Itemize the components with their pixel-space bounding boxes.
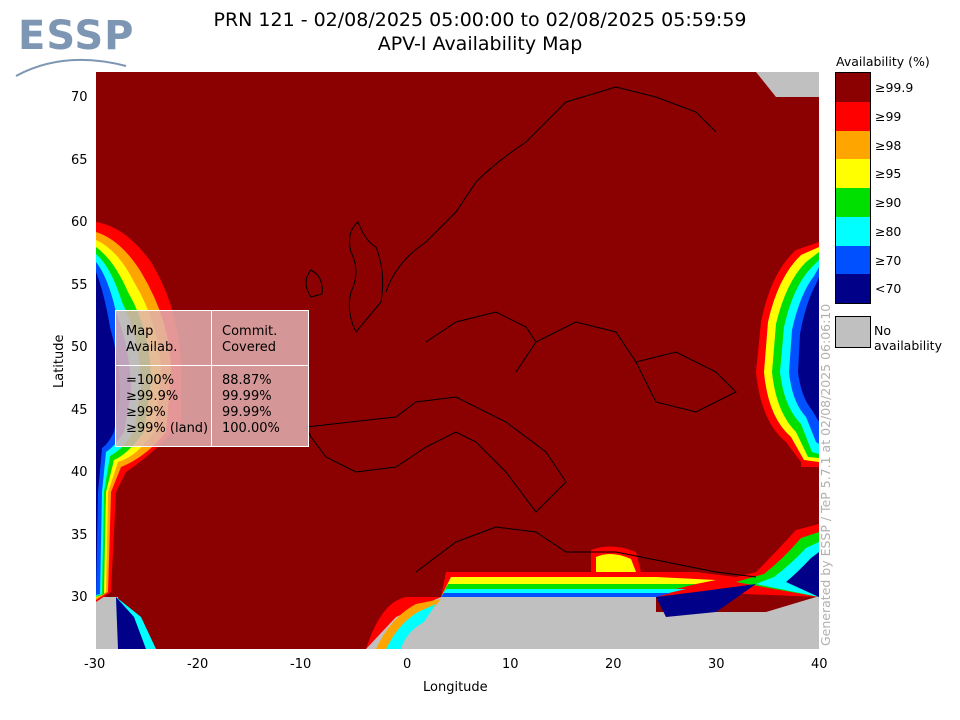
legend-label: ≥80 xyxy=(875,223,902,239)
availability-column: =100% ≥99.9% ≥99% ≥99% (land) xyxy=(126,373,208,437)
x-tick-label: 30 xyxy=(708,657,725,672)
table-cell: ≥99.9% xyxy=(126,389,179,404)
legend-colorbar xyxy=(835,72,871,304)
table-cell: ≥99% xyxy=(126,405,166,420)
no-availability-swatch xyxy=(835,316,871,348)
legend-label: ≥90 xyxy=(875,195,902,210)
x-tick-label: 0 xyxy=(403,657,412,672)
y-tick-label: 30 xyxy=(71,590,88,605)
south-edge-bands xyxy=(366,546,756,649)
y-tick-label: 45 xyxy=(71,403,88,418)
covered-column: 88.87% 99.99% 99.99% 100.00% xyxy=(222,373,280,437)
table-cell: =100% xyxy=(126,373,175,388)
table-cell: 99.99% xyxy=(222,405,272,420)
legend-swatch xyxy=(836,188,870,217)
legend-swatch xyxy=(836,101,870,131)
essp-logo: ESSP xyxy=(14,14,134,80)
legend-label: <70 xyxy=(875,281,902,297)
legend-label: ≥98 xyxy=(875,137,902,153)
map-title: PRN 121 - 02/08/2025 05:00:00 to 02/08/2… xyxy=(0,8,960,56)
legend-swatch xyxy=(836,245,870,275)
legend-label: ≥99.9 xyxy=(875,80,914,95)
header-text: Map xyxy=(126,324,154,339)
legend-label: ≥95 xyxy=(875,166,902,182)
x-tick-label: -10 xyxy=(290,657,312,672)
east-edge-bands xyxy=(696,242,819,597)
logo-text: ESSP xyxy=(18,13,135,59)
x-axis-label: Longitude xyxy=(423,680,488,695)
title-line-2: APV-I Availability Map xyxy=(377,33,583,55)
legend-swatch xyxy=(836,274,870,303)
table-cell: ≥99% (land) xyxy=(126,421,209,436)
logo-swoosh-icon xyxy=(15,58,127,77)
legend-swatch xyxy=(836,73,870,102)
header-text: Commit. xyxy=(222,324,278,339)
table-cell: 88.87% xyxy=(222,373,272,388)
header-commit-covered: Commit. Covered xyxy=(222,324,277,356)
y-tick-label: 50 xyxy=(71,340,88,355)
legend-title: Availability (%) xyxy=(836,54,930,69)
no-availability-label: No availability xyxy=(874,323,942,353)
y-axis-label: Latitude xyxy=(52,334,67,388)
legend-label: ≥99 xyxy=(875,108,902,124)
x-tick-label: 40 xyxy=(811,657,828,672)
table-divider xyxy=(211,311,212,446)
title-line-1: PRN 121 - 02/08/2025 05:00:00 to 02/08/2… xyxy=(213,9,747,31)
x-tick-label: -20 xyxy=(187,657,209,672)
generated-by-note: Generated by ESSP / TeP 5.7.1 at 02/08/2… xyxy=(818,303,833,646)
table-divider xyxy=(116,365,308,366)
y-tick-label: 40 xyxy=(71,465,88,480)
legend-label: ≥70 xyxy=(875,252,902,268)
x-tick-label: 10 xyxy=(502,657,519,672)
legend-swatch xyxy=(836,159,870,188)
header-text: Availab. xyxy=(126,340,178,355)
x-tick-label: -30 xyxy=(84,657,106,672)
table-cell: 100.00% xyxy=(222,421,280,436)
table-cell: 99.99% xyxy=(222,389,272,404)
y-tick-label: 35 xyxy=(71,528,88,543)
legend-swatch xyxy=(836,130,870,160)
legend-swatch xyxy=(836,216,870,246)
coastlines xyxy=(305,86,757,578)
header-map-availability: Map Availab. xyxy=(126,324,177,356)
statistics-table: Map Availab. Commit. Covered =100% ≥99.9… xyxy=(115,310,309,447)
x-tick-label: 20 xyxy=(605,657,622,672)
y-tick-label: 60 xyxy=(71,215,88,230)
header-text: Covered xyxy=(222,340,277,355)
y-tick-label: 65 xyxy=(71,153,88,168)
y-tick-label: 70 xyxy=(71,90,88,105)
y-tick-label: 55 xyxy=(71,278,88,293)
